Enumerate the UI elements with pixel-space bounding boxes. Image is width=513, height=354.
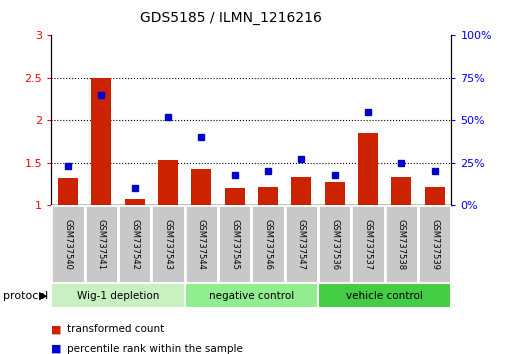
Text: ■: ■ bbox=[51, 344, 62, 354]
Bar bbox=[318, 205, 351, 283]
Bar bbox=[251, 205, 285, 283]
Bar bbox=[185, 283, 318, 308]
Text: GSM737544: GSM737544 bbox=[197, 219, 206, 270]
Text: GSM737537: GSM737537 bbox=[364, 219, 372, 270]
Bar bbox=[218, 205, 251, 283]
Bar bbox=[391, 177, 411, 205]
Text: Wig-1 depletion: Wig-1 depletion bbox=[77, 291, 159, 301]
Bar bbox=[225, 188, 245, 205]
Bar bbox=[325, 182, 345, 205]
Text: GSM737541: GSM737541 bbox=[97, 219, 106, 270]
Text: GDS5185 / ILMN_1216216: GDS5185 / ILMN_1216216 bbox=[141, 11, 322, 25]
Text: GSM737540: GSM737540 bbox=[64, 219, 72, 270]
Bar bbox=[151, 205, 185, 283]
Text: GSM737538: GSM737538 bbox=[397, 219, 406, 270]
Bar bbox=[91, 78, 111, 205]
Text: protocol: protocol bbox=[3, 291, 48, 301]
Text: transformed count: transformed count bbox=[67, 324, 164, 334]
Bar bbox=[125, 199, 145, 205]
Text: negative control: negative control bbox=[209, 291, 294, 301]
Text: GSM737545: GSM737545 bbox=[230, 219, 239, 270]
Bar bbox=[351, 205, 385, 283]
Bar bbox=[318, 283, 451, 308]
Text: GSM737546: GSM737546 bbox=[264, 219, 272, 270]
Bar bbox=[85, 205, 118, 283]
Bar bbox=[418, 205, 451, 283]
Text: percentile rank within the sample: percentile rank within the sample bbox=[67, 344, 243, 354]
Bar bbox=[385, 205, 418, 283]
Bar bbox=[158, 160, 178, 205]
Text: GSM737536: GSM737536 bbox=[330, 219, 339, 270]
Text: ■: ■ bbox=[51, 324, 62, 334]
Text: GSM737543: GSM737543 bbox=[164, 219, 172, 270]
Bar bbox=[118, 205, 151, 283]
Bar bbox=[425, 187, 445, 205]
Bar bbox=[51, 283, 185, 308]
Bar bbox=[285, 205, 318, 283]
Text: GSM737547: GSM737547 bbox=[297, 219, 306, 270]
Bar bbox=[191, 169, 211, 205]
Text: ▶: ▶ bbox=[40, 291, 48, 301]
Bar bbox=[51, 205, 85, 283]
Text: vehicle control: vehicle control bbox=[346, 291, 423, 301]
Bar bbox=[358, 133, 378, 205]
Bar bbox=[258, 187, 278, 205]
Bar bbox=[291, 177, 311, 205]
Text: GSM737542: GSM737542 bbox=[130, 219, 139, 270]
Text: GSM737539: GSM737539 bbox=[430, 219, 439, 270]
Bar bbox=[58, 178, 78, 205]
Bar bbox=[185, 205, 218, 283]
